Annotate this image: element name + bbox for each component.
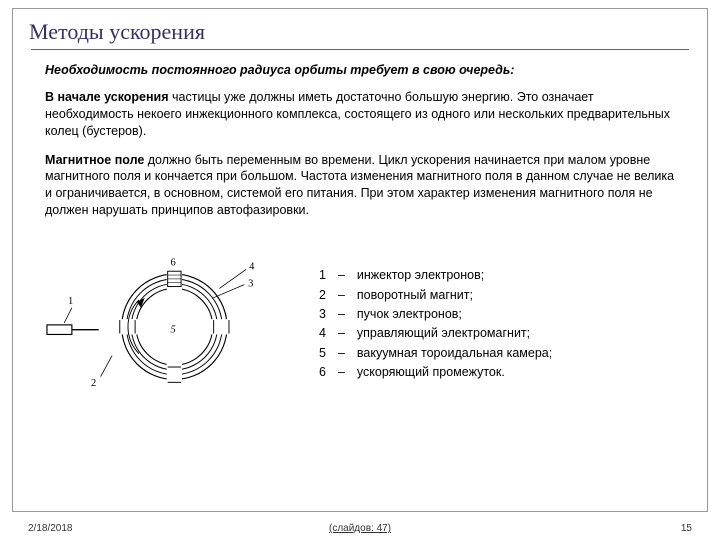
dlabel-3: 3: [248, 279, 253, 290]
legend-num: 4: [319, 324, 326, 343]
dlabel-2: 2: [91, 378, 96, 389]
subtitle: Необходимость постоянного радиуса орбиты…: [45, 62, 675, 79]
legend-item: управляющий электромагнит;: [357, 324, 552, 343]
legend-dashes: – – – – – –: [338, 266, 345, 382]
slide-frame: Методы ускорения Необходимость постоянно…: [12, 8, 708, 512]
content-area: Необходимость постоянного радиуса орбиты…: [13, 50, 707, 418]
legend-item: инжектор электронов;: [357, 266, 552, 285]
dlabel-1: 1: [68, 296, 73, 307]
footer-date: 2/18/2018: [28, 523, 73, 534]
legend-num: 3: [319, 305, 326, 324]
legend-item: поворотный магнит;: [357, 286, 552, 305]
para2-lead: Магнитное поле: [45, 153, 148, 167]
legend-num: 6: [319, 363, 326, 382]
footer-center: (слайдов: 47): [329, 523, 391, 534]
legend-items: инжектор электронов; поворотный магнит; …: [357, 266, 552, 382]
dlabel-4: 4: [249, 261, 255, 272]
legend-num: 2: [319, 286, 326, 305]
ring-diagram: 1 2 3 4 5 6: [45, 231, 275, 418]
footer: 2/18/2018 (слайдов: 47) 15: [28, 523, 692, 534]
footer-page: 15: [681, 523, 692, 534]
legend-dash: –: [338, 286, 345, 305]
legend-dash: –: [338, 305, 345, 324]
legend-dash: –: [338, 324, 345, 343]
legend-dash: –: [338, 344, 345, 363]
figure-row: 1 2 3 4 5 6 1 2 3 4 5 6: [45, 231, 675, 418]
slide-title: Методы ускорения: [29, 19, 691, 45]
legend-num: 1: [319, 266, 326, 285]
legend-item: вакуумная тороидальная камера;: [357, 344, 552, 363]
title-block: Методы ускорения: [13, 9, 707, 50]
paragraph-2: Магнитное поле должно быть переменным во…: [45, 152, 675, 220]
legend-dash: –: [338, 266, 345, 285]
legend: 1 2 3 4 5 6 – – – – – – инжектор электро…: [275, 266, 552, 382]
legend-dash: –: [338, 363, 345, 382]
para1-lead: В начале ускорения: [45, 90, 172, 104]
legend-item: ускоряющий промежуток.: [357, 363, 552, 382]
dlabel-5: 5: [171, 325, 176, 336]
paragraph-1: В начале ускорения частицы уже должны им…: [45, 89, 675, 140]
legend-num: 5: [319, 344, 326, 363]
legend-numbers: 1 2 3 4 5 6: [319, 266, 326, 382]
legend-item: пучок электронов;: [357, 305, 552, 324]
dlabel-6: 6: [171, 257, 176, 268]
